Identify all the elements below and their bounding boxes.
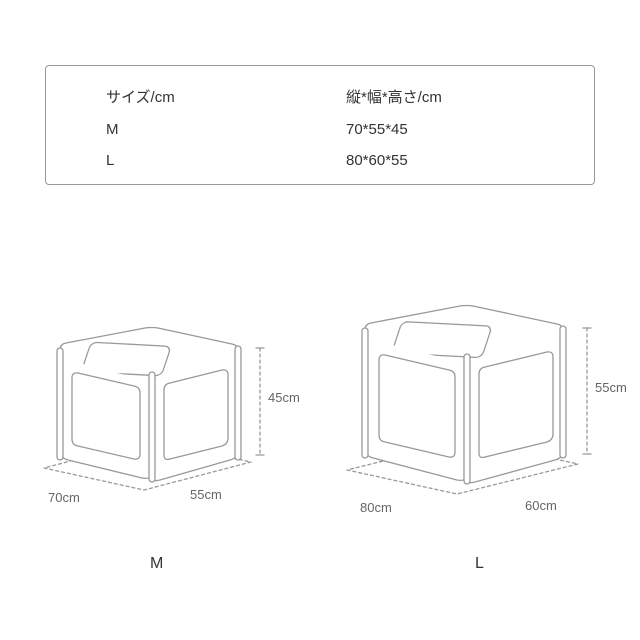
header-size: サイズ/cm — [86, 86, 286, 107]
size-label-m: M — [150, 555, 163, 573]
table-header-row: サイズ/cm 縦*幅*高さ/cm — [86, 86, 554, 107]
row-dimensions: 70*55*45 — [286, 121, 554, 138]
header-dimensions: 縦*幅*高さ/cm — [286, 86, 554, 107]
dim-width-m: 55cm — [190, 487, 222, 502]
size-label-l: L — [475, 555, 484, 573]
box-m-icon — [30, 290, 290, 520]
row-dimensions: 80*60*55 — [286, 152, 554, 169]
dim-height-l: 55cm — [595, 380, 627, 395]
row-size: M — [86, 121, 286, 138]
dim-width-l: 60cm — [525, 498, 557, 513]
table-row: M 70*55*45 — [86, 121, 554, 138]
box-l-icon — [335, 272, 615, 522]
dim-depth-l: 80cm — [360, 500, 392, 515]
size-table: サイズ/cm 縦*幅*高さ/cm M 70*55*45 L 80*60*55 — [45, 65, 595, 185]
diagram-m: 45cm 70cm 55cm M — [0, 280, 320, 600]
dim-depth-m: 70cm — [48, 490, 80, 505]
diagrams-container: 45cm 70cm 55cm M — [0, 280, 640, 600]
dim-height-m: 45cm — [268, 390, 300, 405]
diagram-l: 55cm 80cm 60cm L — [320, 280, 640, 600]
table-row: L 80*60*55 — [86, 152, 554, 169]
row-size: L — [86, 152, 286, 169]
